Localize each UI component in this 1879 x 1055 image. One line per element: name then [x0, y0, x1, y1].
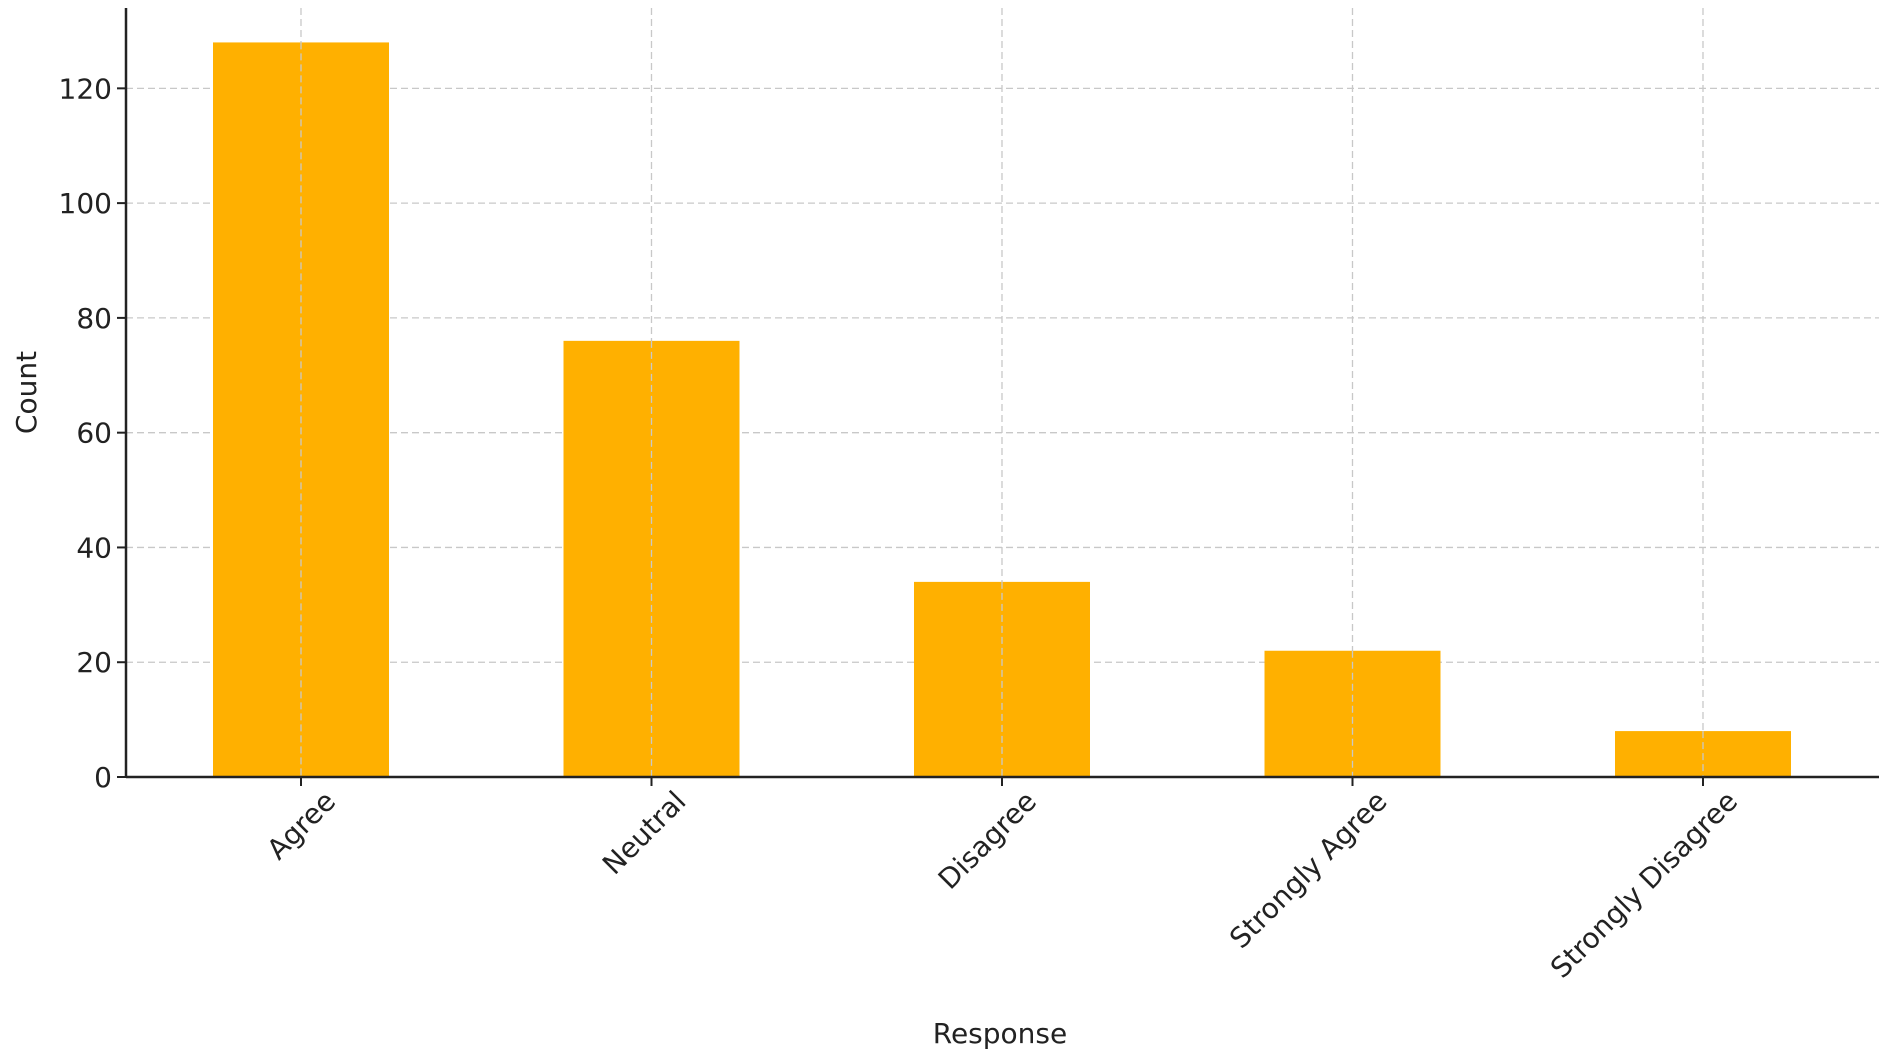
- bars: [213, 42, 1791, 777]
- x-tick-label: Strongly Disagree: [1544, 785, 1744, 985]
- y-tick-label: 60: [76, 417, 112, 450]
- y-tick-label: 0: [94, 761, 112, 794]
- y-tick-label: 120: [59, 72, 112, 105]
- y-tick-label: 40: [76, 531, 112, 564]
- x-axis-label: Response: [933, 1017, 1067, 1050]
- y-axis-label: Count: [10, 351, 43, 434]
- x-tick-label: Agree: [260, 785, 342, 867]
- bar-neutral: [563, 340, 740, 777]
- bar-strongly-agree: [1264, 650, 1441, 777]
- x-tick-label: Disagree: [932, 785, 1043, 896]
- y-tick-label: 100: [59, 187, 112, 220]
- x-axis-ticks: Agree Neutral Disagree Strongly Agree Strong…: [260, 777, 1744, 985]
- x-tick-label: Strongly Agree: [1223, 785, 1393, 955]
- y-gridlines: [126, 87, 1879, 663]
- y-tick-label: 20: [76, 646, 112, 679]
- x-tick-label: Neutral: [596, 785, 692, 881]
- y-axis-ticks: 0 20 40 60 80 100 120: [59, 72, 126, 794]
- y-tick-label: 80: [76, 302, 112, 335]
- bar-disagree: [914, 581, 1090, 777]
